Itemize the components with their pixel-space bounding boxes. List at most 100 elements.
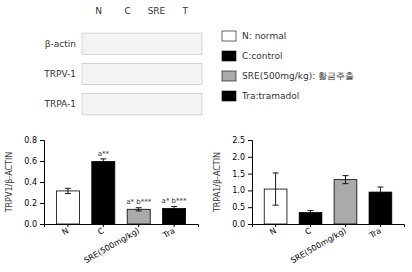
legend-swatch <box>222 71 236 81</box>
x-tick-label: SRE(500mg/kg) <box>82 226 141 265</box>
annotation: a* b*** <box>162 197 187 205</box>
y-tick-label: 2.5 <box>232 136 245 145</box>
y-tick-mark <box>40 182 44 183</box>
x-tick-mark <box>174 224 175 227</box>
y-axis-line <box>248 141 253 225</box>
x-tick: N <box>61 224 71 237</box>
error-bar <box>342 176 348 184</box>
x-tick-mark <box>380 224 381 227</box>
bar <box>56 191 79 224</box>
legend-label: N: normal <box>242 31 286 41</box>
error-bar <box>136 208 142 211</box>
y-tick-label: 0.6 <box>24 157 37 166</box>
legend: N: normalC:controlSRE(500mg/kg): 활금주출Tra… <box>222 31 354 101</box>
x-tick: N <box>268 224 278 237</box>
x-tick-label: Tra <box>161 226 177 240</box>
x-tick-mark <box>310 224 311 227</box>
y-tick: 2.5 <box>232 136 252 145</box>
bar <box>92 162 115 224</box>
y-tick: 2.0 <box>232 153 252 162</box>
blot-strip <box>82 63 202 84</box>
annotation: a** <box>98 150 110 158</box>
error-bar <box>377 187 383 197</box>
y-tick-mark <box>248 224 252 225</box>
x-tick: C <box>303 224 313 237</box>
x-tick-label: Tra <box>367 226 383 240</box>
legend-swatch <box>222 91 236 101</box>
bar <box>127 209 150 224</box>
x-tick: SRE(500mg/kg) <box>289 224 348 265</box>
bar-chart: 0.0 0.2 0.4 0.6 0.8 N CSRE(500mg/kg) Tra TRPV1/β… <box>5 136 199 265</box>
x-tick: SRE(500mg/kg) <box>82 224 141 265</box>
blot-lane-label: SRE <box>148 6 166 16</box>
x-axis-line <box>45 225 199 228</box>
y-tick-mark <box>248 174 252 175</box>
y-tick-mark <box>248 157 252 158</box>
error-bar <box>171 207 177 211</box>
bar-chart: 0.0 0.5 1.0 1.5 2.0 2.5 N CSRE(500mg/kg) Tra TRPA… <box>213 136 405 265</box>
annotation: a* b*** <box>126 198 151 206</box>
bar <box>334 180 357 224</box>
blot: β-actin TRPV-1 TRPA-1 N C SRE T <box>43 6 202 115</box>
y-tick: 0.8 <box>24 136 44 145</box>
y-tick-label: 0.5 <box>232 203 245 212</box>
x-axis: N CSRE(500mg/kg) Tra <box>45 224 199 265</box>
y-tick: 0.0 <box>24 220 44 229</box>
y-axis-title: TRPA1/β-ACTIN <box>213 152 222 213</box>
legend-swatch <box>222 51 236 61</box>
y-tick-mark <box>248 207 252 208</box>
y-tick-label: 0.0 <box>232 220 245 229</box>
y-axis: 0.0 0.2 0.4 0.6 0.8 <box>24 136 44 229</box>
legend-label: SRE(500mg/kg): 활금주출 <box>242 71 354 81</box>
y-tick-mark <box>40 140 44 141</box>
blot-row-label: TRPV-1 <box>43 69 76 79</box>
y-tick: 1.5 <box>232 170 252 179</box>
x-tick: Tra <box>367 224 383 240</box>
y-tick-mark <box>40 224 44 225</box>
y-tick-label: 0.0 <box>24 220 37 229</box>
x-tick-label: N <box>61 226 71 237</box>
x-tick-mark <box>67 224 68 227</box>
blot-strip <box>82 33 202 54</box>
x-tick: Tra <box>161 224 177 240</box>
y-tick-mark <box>248 190 252 191</box>
y-axis-line <box>40 141 45 225</box>
y-tick-mark <box>40 161 44 162</box>
blot-lane-label: N <box>95 6 102 16</box>
y-tick-label: 0.2 <box>24 199 37 208</box>
blot-row-label: TRPA-1 <box>43 99 76 109</box>
y-axis-title: TRPV1/β-ACTIN <box>5 152 14 214</box>
y-tick-label: 1.5 <box>232 170 245 179</box>
x-tick-label: C <box>96 226 106 237</box>
error-bar <box>100 159 106 164</box>
blot-row-label: β-actin <box>45 39 76 49</box>
y-tick: 0.4 <box>24 178 44 187</box>
y-tick-label: 0.4 <box>24 178 37 187</box>
y-axis: 0.0 0.5 1.0 1.5 2.0 2.5 <box>232 136 252 229</box>
blot-strip <box>82 94 202 115</box>
x-tick-label: N <box>268 226 278 237</box>
plot-area <box>56 159 185 224</box>
x-tick-label: SRE(500mg/kg) <box>289 226 348 265</box>
x-tick-mark <box>103 224 104 227</box>
blot-lane-label: T <box>182 6 189 16</box>
y-tick: 0.6 <box>24 157 44 166</box>
error-bar <box>273 173 279 205</box>
x-axis-line <box>253 225 405 228</box>
error-bar <box>65 188 71 193</box>
y-tick: 0.0 <box>232 220 252 229</box>
x-tick-mark <box>345 224 346 227</box>
blot-lane-label: C <box>124 6 130 16</box>
x-tick-mark <box>138 224 139 227</box>
y-tick: 1.0 <box>232 186 252 195</box>
y-tick: 0.2 <box>24 199 44 208</box>
legend-swatch <box>222 31 236 41</box>
legend-label: C:control <box>242 51 283 61</box>
y-tick-mark <box>248 140 252 141</box>
y-tick: 0.5 <box>232 203 252 212</box>
plot-area <box>264 173 392 224</box>
x-tick: C <box>96 224 106 237</box>
x-tick-mark <box>275 224 276 227</box>
x-tick-label: C <box>303 226 313 237</box>
y-tick-mark <box>40 203 44 204</box>
